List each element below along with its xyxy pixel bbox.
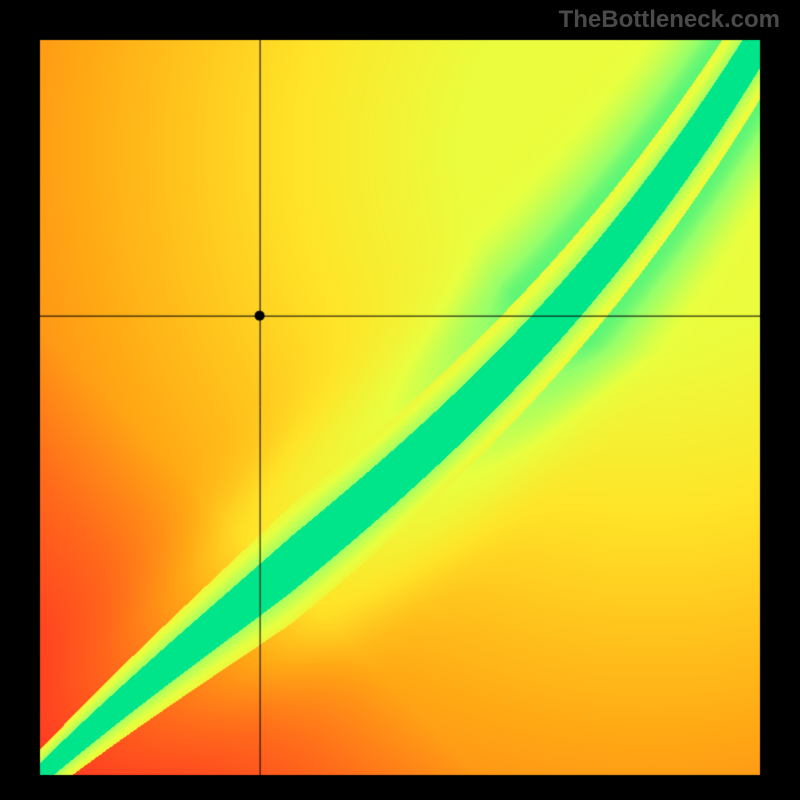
bottleneck-heatmap	[0, 0, 800, 800]
chart-container: TheBottleneck.com	[0, 0, 800, 800]
watermark-label: TheBottleneck.com	[559, 6, 780, 34]
